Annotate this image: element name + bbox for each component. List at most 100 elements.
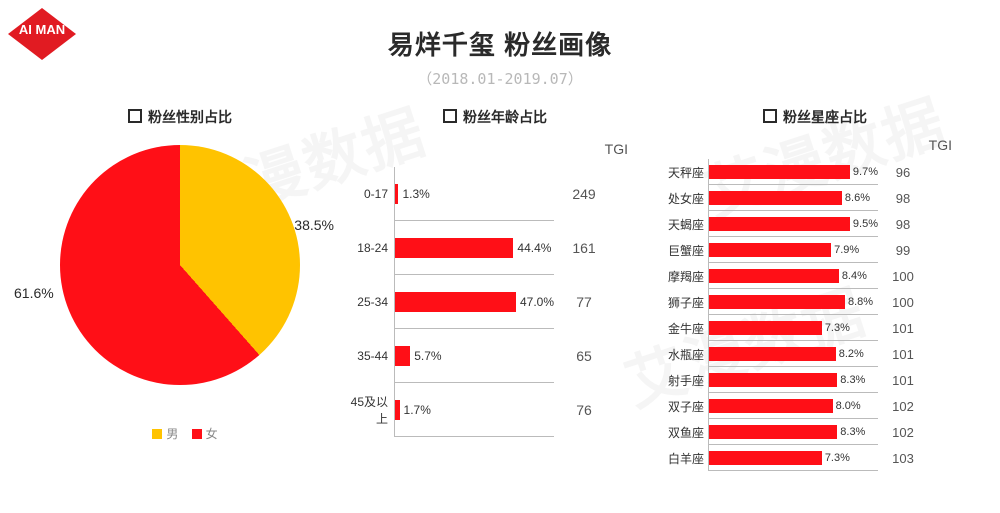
zodiac-val: 8.0% xyxy=(836,400,861,412)
zodiac-row: 狮子座 8.8% 100 xyxy=(660,289,970,315)
age-tgi: 65 xyxy=(554,348,614,364)
zodiac-row: 金牛座 7.3% 101 xyxy=(660,315,970,341)
zodiac-bar xyxy=(709,243,831,257)
zodiac-val: 9.5% xyxy=(853,218,878,230)
zodiac-tgi: 101 xyxy=(878,321,928,336)
zodiac-bar xyxy=(709,295,845,309)
logo: AI MAN xyxy=(6,6,78,62)
zodiac-bar xyxy=(709,399,833,413)
zodiac-val: 8.8% xyxy=(848,296,873,308)
legend-male: 男 xyxy=(166,427,178,441)
age-bar xyxy=(395,184,398,204)
zodiac-val: 8.3% xyxy=(840,426,865,438)
female-pct-label: 61.6% xyxy=(14,285,54,301)
zodiac-val: 8.3% xyxy=(840,374,865,386)
zodiac-tgi: 102 xyxy=(878,425,928,440)
zodiac-val: 9.7% xyxy=(853,166,878,178)
legend-swatch-male xyxy=(152,429,162,439)
age-val: 1.7% xyxy=(404,403,431,417)
legend-swatch-female xyxy=(192,429,202,439)
zodiac-cat: 白羊座 xyxy=(660,450,708,467)
zodiac-row: 双子座8.0%102 xyxy=(660,393,970,419)
age-val: 44.4% xyxy=(517,241,551,255)
zodiac-val: 8.6% xyxy=(845,192,870,204)
zodiac-bar xyxy=(709,165,850,179)
age-cat: 18-24 xyxy=(340,241,394,255)
zodiac-tgi: 101 xyxy=(878,347,928,362)
age-val: 5.7% xyxy=(414,349,441,363)
zodiac-val: 7.3% xyxy=(825,452,850,464)
age-cat: 45及以上 xyxy=(340,393,394,427)
zodiac-val: 8.4% xyxy=(842,270,867,282)
zodiac-row: 摩羯座8.4%100 xyxy=(660,263,970,289)
age-bar xyxy=(395,346,410,366)
zodiac-cat: 水瓶座 xyxy=(660,346,708,363)
zodiac-tgi: 99 xyxy=(878,243,928,258)
zodiac-bar xyxy=(709,373,837,387)
age-panel: 粉丝年龄占比 TGI 0-17 1.3% 249 18-24 44.4%161 25-34… xyxy=(340,107,650,471)
zodiac-bar-area: 9.5% xyxy=(708,211,878,237)
zodiac-cat: 天秤座 xyxy=(660,164,708,181)
zodiac-bar xyxy=(709,347,836,361)
zodiac-tgi: 96 xyxy=(878,165,928,180)
age-bar-area: 1.3% xyxy=(394,167,554,221)
zodiac-title: 粉丝星座占比 xyxy=(660,107,970,127)
zodiac-cat: 双鱼座 xyxy=(660,424,708,441)
zodiac-row: 射手座 8.3% 101 xyxy=(660,367,970,393)
zodiac-tgi: 100 xyxy=(878,295,928,310)
zodiac-bar-area: 8.8% xyxy=(708,289,878,315)
age-row: 45及以上 1.7% 76 xyxy=(340,383,650,437)
zodiac-bar xyxy=(709,269,839,283)
zodiac-bar-area: 8.3% xyxy=(708,419,878,445)
svg-text:AI MAN: AI MAN xyxy=(19,22,65,37)
age-bar xyxy=(395,400,400,420)
age-val: 1.3% xyxy=(402,187,429,201)
age-tgi: 249 xyxy=(554,186,614,202)
legend-female: 女 xyxy=(206,427,218,441)
age-tgi: 76 xyxy=(554,402,614,418)
gender-pie: 61.6% 38.5% xyxy=(60,145,300,385)
age-cat: 0-17 xyxy=(340,187,394,201)
age-title: 粉丝年龄占比 xyxy=(340,107,650,127)
zodiac-tgi: 101 xyxy=(878,373,928,388)
zodiac-bar-area: 8.4% xyxy=(708,263,878,289)
zodiac-cat: 射手座 xyxy=(660,372,708,389)
zodiac-tgi: 98 xyxy=(878,191,928,206)
zodiac-row: 水瓶座 8.2% 101 xyxy=(660,341,970,367)
zodiac-bar xyxy=(709,451,822,465)
zodiac-bar-area: 8.6% xyxy=(708,185,878,211)
zodiac-panel: 粉丝星座占比 TGI 天秤座9.7%96处女座8.6%98天蝎座9.5%98巨蟹… xyxy=(660,107,970,471)
zodiac-bar-area: 7.3% xyxy=(708,315,878,341)
gender-legend: 男 女 xyxy=(30,425,330,442)
zodiac-bar-area: 7.9% xyxy=(708,237,878,263)
zodiac-row: 白羊座7.3%103 xyxy=(660,445,970,471)
zodiac-cat: 天蝎座 xyxy=(660,216,708,233)
zodiac-val: 7.3% xyxy=(825,322,850,334)
main-title: 易烊千玺 粉丝画像 xyxy=(0,25,1000,62)
age-cat: 25-34 xyxy=(340,295,394,309)
age-row: 18-24 44.4%161 xyxy=(340,221,650,275)
age-row: 0-17 1.3% 249 xyxy=(340,167,650,221)
zodiac-cat: 双子座 xyxy=(660,398,708,415)
zodiac-cat: 金牛座 xyxy=(660,320,708,337)
age-val: 47.0% xyxy=(520,295,554,309)
title-block: 易烊千玺 粉丝画像 （2018.01-2019.07） xyxy=(0,0,1000,89)
age-bar-area: 47.0% xyxy=(394,275,554,329)
zodiac-row: 天蝎座9.5%98 xyxy=(660,211,970,237)
zodiac-bar xyxy=(709,321,822,335)
age-bar-area: 5.7% xyxy=(394,329,554,383)
age-bar xyxy=(395,238,513,258)
zodiac-row: 天秤座 9.7%96 xyxy=(660,159,970,185)
zodiac-bar-area: 8.2% xyxy=(708,341,878,367)
age-tgi-header: TGI xyxy=(605,141,628,157)
gender-title: 粉丝性别占比 xyxy=(30,107,330,127)
zodiac-val: 8.2% xyxy=(839,348,864,360)
age-bar-area: 1.7% xyxy=(394,383,554,437)
zodiac-bar-area: 9.7% xyxy=(708,159,878,185)
age-bar xyxy=(395,292,516,312)
age-row: 35-445.7%65 xyxy=(340,329,650,383)
age-tgi: 161 xyxy=(554,240,614,256)
zodiac-cat: 狮子座 xyxy=(660,294,708,311)
zodiac-row: 双鱼座 8.3% 102 xyxy=(660,419,970,445)
zodiac-row: 巨蟹座7.9%99 xyxy=(660,237,970,263)
